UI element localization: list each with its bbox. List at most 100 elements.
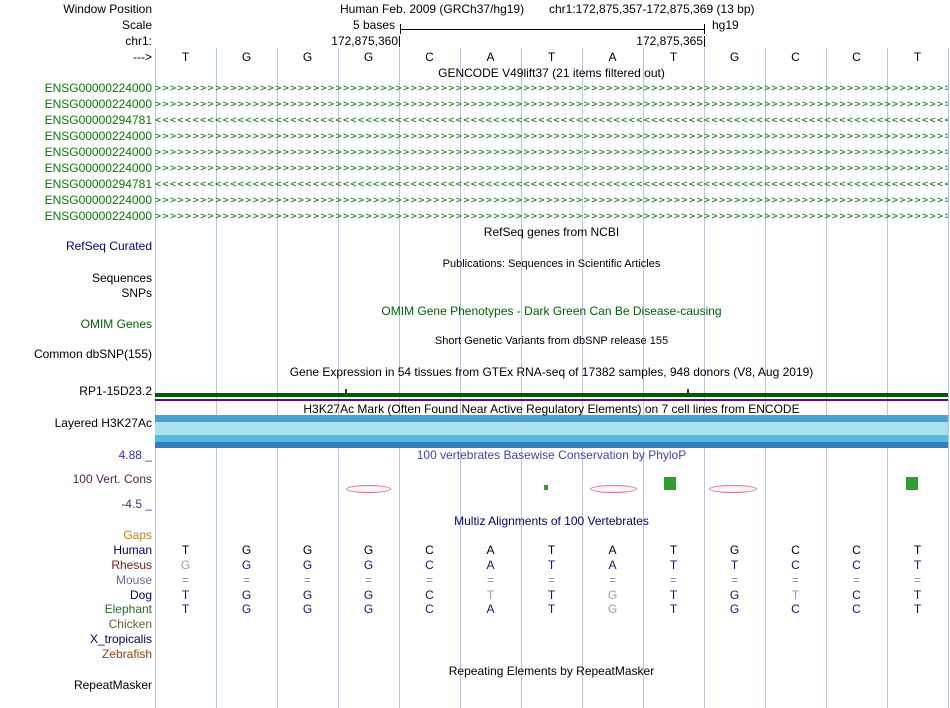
- alignment-base: G: [302, 588, 313, 602]
- scale-bar-left-tick: [400, 24, 401, 34]
- alignment-base: T: [486, 588, 495, 602]
- phylop-negative-mark: [590, 485, 637, 493]
- alignment-base: T: [669, 558, 678, 572]
- base-letter: A: [608, 50, 617, 64]
- alignment-base: =: [913, 573, 921, 587]
- base-letter: A: [486, 50, 495, 64]
- gene-label[interactable]: ENSG00000224000: [44, 97, 152, 111]
- alignment-base: G: [363, 558, 374, 572]
- alignment-base: C: [425, 588, 434, 602]
- alignment-base: =: [791, 573, 799, 587]
- assembly-text: Human Feb. 2009 (GRCh37/hg19): [340, 2, 525, 16]
- gtex-gene-label[interactable]: RP1-15D23.2: [79, 384, 152, 398]
- dbsnp-track-label[interactable]: Common dbSNP(155): [33, 347, 152, 361]
- base-letter: C: [852, 50, 861, 64]
- scale-bar: [400, 29, 705, 30]
- alignment-base: C: [852, 543, 861, 557]
- species-label-elephant[interactable]: Elephant: [104, 602, 152, 616]
- species-label-rhesus[interactable]: Rhesus: [111, 558, 152, 572]
- coordinate-right-tick: [704, 36, 705, 47]
- gene-label[interactable]: ENSG00000224000: [44, 145, 152, 159]
- gene-model[interactable]: <<<<<<<<<<<<<<<<<<<<<<<<<<<<<<<<<<<<<<<<…: [155, 179, 948, 190]
- alignment-base: A: [486, 558, 495, 572]
- alignment-base: T: [547, 602, 556, 616]
- sequences-track-label[interactable]: Sequences: [91, 271, 152, 285]
- species-label-chicken[interactable]: Chicken: [108, 617, 152, 631]
- alignment-base: C: [791, 558, 800, 572]
- dbsnp-track-title: Short Genetic Variants from dbSNP releas…: [434, 335, 669, 347]
- alignment-base: G: [729, 588, 740, 602]
- column-guideline: [643, 48, 644, 708]
- gene-label[interactable]: ENSG00000294781: [44, 177, 152, 191]
- column-guideline: [460, 48, 461, 708]
- column-guideline: [704, 48, 705, 708]
- alignment-base: =: [547, 573, 555, 587]
- coordinate-left: 172,875,360: [331, 34, 398, 48]
- alignment-base: A: [608, 558, 617, 572]
- scale-bar-right-tick: [704, 24, 705, 34]
- h3k27ac-track-label[interactable]: Layered H3K27Ac: [54, 416, 152, 430]
- position-text: chr1:172,875,357-172,875,369 (13 bp): [549, 2, 755, 16]
- gtex-track-title: Gene Expression in 54 tissues from GTEx …: [289, 365, 814, 379]
- h3k27ac-signal-band: [155, 435, 948, 442]
- species-label-x_tropicalis[interactable]: X_tropicalis: [89, 632, 152, 646]
- gene-label[interactable]: ENSG00000224000: [44, 161, 152, 175]
- snps-track-label[interactable]: SNPs: [121, 286, 152, 300]
- alignment-base: T: [547, 543, 556, 557]
- alignment-base: T: [913, 602, 922, 616]
- omim-track-label[interactable]: OMIM Genes: [80, 317, 152, 331]
- alignment-base: C: [852, 558, 861, 572]
- gene-model[interactable]: >>>>>>>>>>>>>>>>>>>>>>>>>>>>>>>>>>>>>>>>…: [155, 147, 948, 158]
- phylop-negative-mark: [346, 485, 391, 493]
- refseq-track-label[interactable]: RefSeq Curated: [65, 239, 152, 253]
- omim-track-title: OMIM Gene Phenotypes - Dark Green Can Be…: [381, 304, 722, 318]
- base-letter: T: [669, 50, 678, 64]
- gene-label[interactable]: ENSG00000224000: [44, 209, 152, 223]
- alignment-base: G: [729, 602, 740, 616]
- gtex-gene-tick: [345, 389, 347, 393]
- base-letter: G: [302, 50, 313, 64]
- alignment-base: T: [181, 588, 190, 602]
- repeatmasker-track-label[interactable]: RepeatMasker: [73, 678, 152, 692]
- alignment-base: A: [486, 543, 495, 557]
- alignment-base: T: [547, 558, 556, 572]
- alignment-base: G: [729, 543, 740, 557]
- species-label-human[interactable]: Human: [113, 543, 152, 557]
- alignment-base: T: [913, 588, 922, 602]
- gene-label[interactable]: ENSG00000224000: [44, 81, 152, 95]
- species-label-dog[interactable]: Dog: [129, 588, 152, 602]
- multiz-gaps-label: Gaps: [123, 528, 152, 542]
- alignment-base: G: [302, 543, 313, 557]
- alignment-base: =: [425, 573, 433, 587]
- column-guideline: [277, 48, 278, 708]
- gene-model[interactable]: >>>>>>>>>>>>>>>>>>>>>>>>>>>>>>>>>>>>>>>>…: [155, 83, 948, 94]
- gene-model[interactable]: >>>>>>>>>>>>>>>>>>>>>>>>>>>>>>>>>>>>>>>>…: [155, 99, 948, 110]
- gene-model[interactable]: >>>>>>>>>>>>>>>>>>>>>>>>>>>>>>>>>>>>>>>>…: [155, 131, 948, 142]
- alignment-base: C: [425, 558, 434, 572]
- conservation-track-label[interactable]: 100 Vert. Cons: [72, 472, 152, 486]
- column-guideline: [216, 48, 217, 708]
- conservation-track-title: 100 vertebrates Basewise Conservation by…: [416, 448, 687, 462]
- alignment-base: G: [363, 543, 374, 557]
- species-label-mouse[interactable]: Mouse: [115, 573, 152, 587]
- alignment-base: C: [791, 602, 800, 616]
- gene-label[interactable]: ENSG00000294781: [44, 113, 152, 127]
- species-label-zebrafish[interactable]: Zebrafish: [101, 647, 152, 661]
- gene-model[interactable]: >>>>>>>>>>>>>>>>>>>>>>>>>>>>>>>>>>>>>>>>…: [155, 211, 948, 222]
- alignment-base: G: [302, 558, 313, 572]
- column-guideline: [948, 48, 949, 708]
- alignment-base: =: [852, 573, 860, 587]
- gene-model[interactable]: >>>>>>>>>>>>>>>>>>>>>>>>>>>>>>>>>>>>>>>>…: [155, 195, 948, 206]
- gene-label[interactable]: ENSG00000224000: [44, 129, 152, 143]
- alignment-base: G: [607, 602, 618, 616]
- gene-label[interactable]: ENSG00000224000: [44, 193, 152, 207]
- gene-model[interactable]: <<<<<<<<<<<<<<<<<<<<<<<<<<<<<<<<<<<<<<<<…: [155, 115, 948, 126]
- h3k27ac-signal-band: [155, 415, 948, 422]
- gene-model[interactable]: >>>>>>>>>>>>>>>>>>>>>>>>>>>>>>>>>>>>>>>>…: [155, 163, 948, 174]
- assembly-short-label: hg19: [712, 18, 739, 32]
- gtex-gene-bar[interactable]: [155, 393, 948, 397]
- alignment-base: =: [181, 573, 189, 587]
- alignment-base: =: [486, 573, 494, 587]
- gencode-track-title: GENCODE V49lift37 (21 items filtered out…: [438, 66, 665, 80]
